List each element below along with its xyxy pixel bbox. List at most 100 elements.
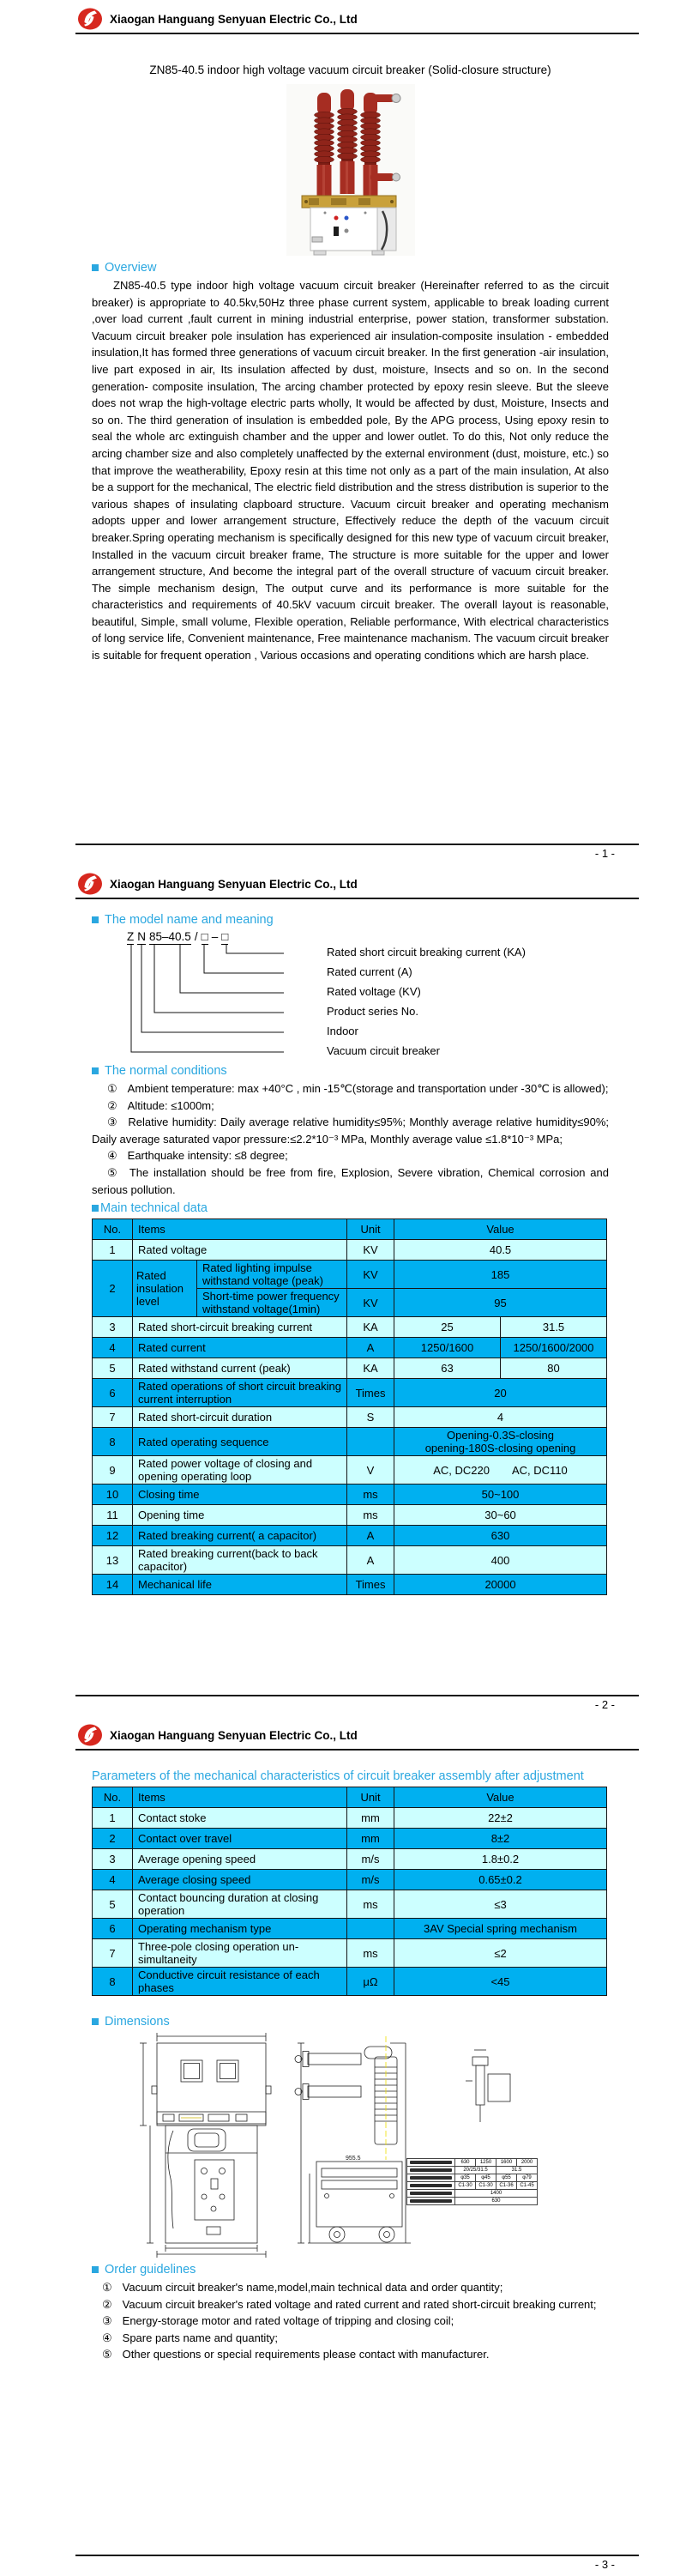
cell: 50~100 [394, 1484, 608, 1506]
section-bullet-icon [92, 2018, 99, 2025]
table-row: 5 Rated withstand current (peak) KA 63 8… [92, 1358, 608, 1380]
cell: 20 [394, 1378, 608, 1408]
cell: 8 [92, 1967, 133, 1996]
table-row: 5 Contact bouncing duration at closing o… [92, 1890, 607, 1919]
cell: 3 [92, 1316, 133, 1339]
cell-no-header: No. [92, 1218, 133, 1241]
cell-items-header: Items [132, 1787, 347, 1808]
model-label: Rated voltage (KV) [327, 985, 421, 998]
table-row: 1 Contact stoke mm 22±2 [92, 1807, 607, 1829]
cell-label [406, 2174, 455, 2182]
cell: Three-pole closing operation un-simultan… [132, 1938, 347, 1968]
page-footer: - 2 - [75, 1695, 639, 1711]
cell: Conductive circuit resistance of each ph… [132, 1967, 347, 1996]
cell: 20000 [394, 1574, 608, 1596]
page-number: - 1 - [594, 847, 615, 860]
cell-label [406, 2197, 455, 2205]
cell: Operating mechanism type [132, 1918, 347, 1939]
order-item: ⑤ Other questions or special requirements… [102, 2348, 490, 2361]
cell-label [406, 2158, 455, 2167]
cell: A [346, 1545, 395, 1575]
document-page-1: Xiaogan Hanguang Senyuan Electric Co., L… [0, 0, 680, 865]
cell: 63 [394, 1358, 502, 1380]
cell: 9 [92, 1455, 133, 1485]
cell: C1-30 [475, 2181, 496, 2190]
cell: ≤3 [394, 1890, 607, 1919]
cell: 10 [92, 1484, 133, 1506]
model-label: Indoor [327, 1025, 358, 1037]
table-row: 14 Mechanical life Times 20000 [92, 1574, 608, 1596]
cell: 1.8±0.2 [394, 1848, 607, 1870]
model-label: Rated current (A) [327, 965, 412, 978]
page-header: Xiaogan Hanguang Senyuan Electric Co., L… [75, 1716, 639, 1751]
section-bullet-icon [92, 1067, 99, 1074]
overview-paragraph: ZN85-40.5 type indoor high voltage vacuu… [92, 279, 609, 662]
condition-item: ④ Earthquake intensity: ≤8 degree; [107, 1149, 288, 1163]
cell: 3 [92, 1848, 133, 1870]
cell: 25 [394, 1316, 502, 1339]
cell: Opening time [131, 1504, 348, 1527]
model-label: Rated short circuit breaking current (KA… [327, 946, 526, 958]
table-row: 7 Three-pole closing operation un-simult… [92, 1938, 607, 1968]
cell: 8±2 [394, 1828, 607, 1849]
cell: mm [346, 1807, 394, 1829]
cell: mm [346, 1828, 394, 1849]
cell: Rated insulation level [132, 1260, 197, 1318]
cell: Average opening speed [132, 1848, 347, 1870]
main-data-heading-label: Main technical data [100, 1201, 208, 1216]
model-heading-label: The model name and meaning [105, 913, 274, 927]
table-row: 1400 [406, 2189, 538, 2198]
cell: 5 [92, 1890, 133, 1919]
cell-items-header: Items [131, 1218, 348, 1241]
table-row: 630 1250 1600 2000 [406, 2158, 538, 2167]
overview-heading: Overview [92, 261, 609, 275]
table-row: 6 Operating mechanism type 3AV Special s… [92, 1918, 607, 1939]
cell: ms [346, 1890, 394, 1919]
condition-item: ⑤ The installation should be free from fi… [92, 1165, 609, 1196]
cell: 630 [394, 1525, 608, 1547]
table-row: 4 Rated current A 1250/1600 1250/1600/20… [92, 1337, 608, 1359]
page-number: - 3 - [594, 2558, 615, 2571]
cell: Rated breaking current(back to back capa… [131, 1545, 348, 1575]
condition-item: ① Ambient temperature: max +40°C , min -1… [107, 1082, 609, 1095]
order-item: ③ Energy-storage motor and rated voltage … [102, 2314, 454, 2328]
cell: Contact bouncing duration at closing ope… [132, 1890, 347, 1919]
cell: φ79 [516, 2174, 538, 2182]
cell: C1-36 [496, 2181, 517, 2190]
cell: 4 [92, 1869, 133, 1890]
diagram-lines [130, 945, 284, 1053]
table-row: 20/25/31.5 31.5 [406, 2166, 538, 2174]
cell: 40.5 [394, 1239, 608, 1261]
table-row: 1 Rated voltage KV 40.5 [92, 1239, 608, 1261]
cell: ≤2 [394, 1938, 607, 1968]
cell: 95 [394, 1288, 608, 1318]
footer-rule [75, 2555, 639, 2556]
cell: C1-30 [454, 2181, 476, 2190]
cell: Rated short-circuit breaking current [131, 1316, 348, 1339]
condition-item: ② Altitude: ≤1000m; [107, 1098, 214, 1112]
cell-label [406, 2181, 455, 2190]
table-row: Short-time power frequency withstand vol… [93, 1288, 608, 1318]
cell: KA [346, 1316, 395, 1339]
cell: Opening-0.3S-closing opening-180S-closin… [394, 1427, 608, 1457]
cell: Contact over travel [132, 1828, 347, 1849]
cell: Rated short-circuit duration [131, 1406, 348, 1429]
model-code: Z N 85–40.5/□ – □ [127, 930, 229, 945]
product-photo-wrap [92, 84, 609, 256]
cell: 1 [92, 1807, 133, 1829]
footer-rule [75, 1695, 639, 1696]
cell: Rated voltage [131, 1239, 348, 1261]
cell: 2 [92, 1260, 133, 1318]
cell-no-header: No. [92, 1787, 133, 1808]
cell: C1-45 [516, 2181, 538, 2190]
cell: KV [346, 1239, 395, 1261]
cell: A [346, 1525, 395, 1547]
table-header-row: No. Items Unit Value [92, 1218, 608, 1241]
cell: AC, DC220 AC, DC110 [394, 1455, 608, 1485]
company-name: Xiaogan Hanguang Senyuan Electric Co., L… [110, 877, 358, 891]
section-bullet-icon [92, 1205, 99, 1212]
page-footer: - 1 - [75, 844, 639, 860]
dim-label: 955.5 [346, 2156, 361, 2162]
cell: Rated operations of short circuit breaki… [131, 1378, 348, 1408]
page-title: ZN85-40.5 indoor high voltage vacuum cir… [149, 63, 551, 76]
